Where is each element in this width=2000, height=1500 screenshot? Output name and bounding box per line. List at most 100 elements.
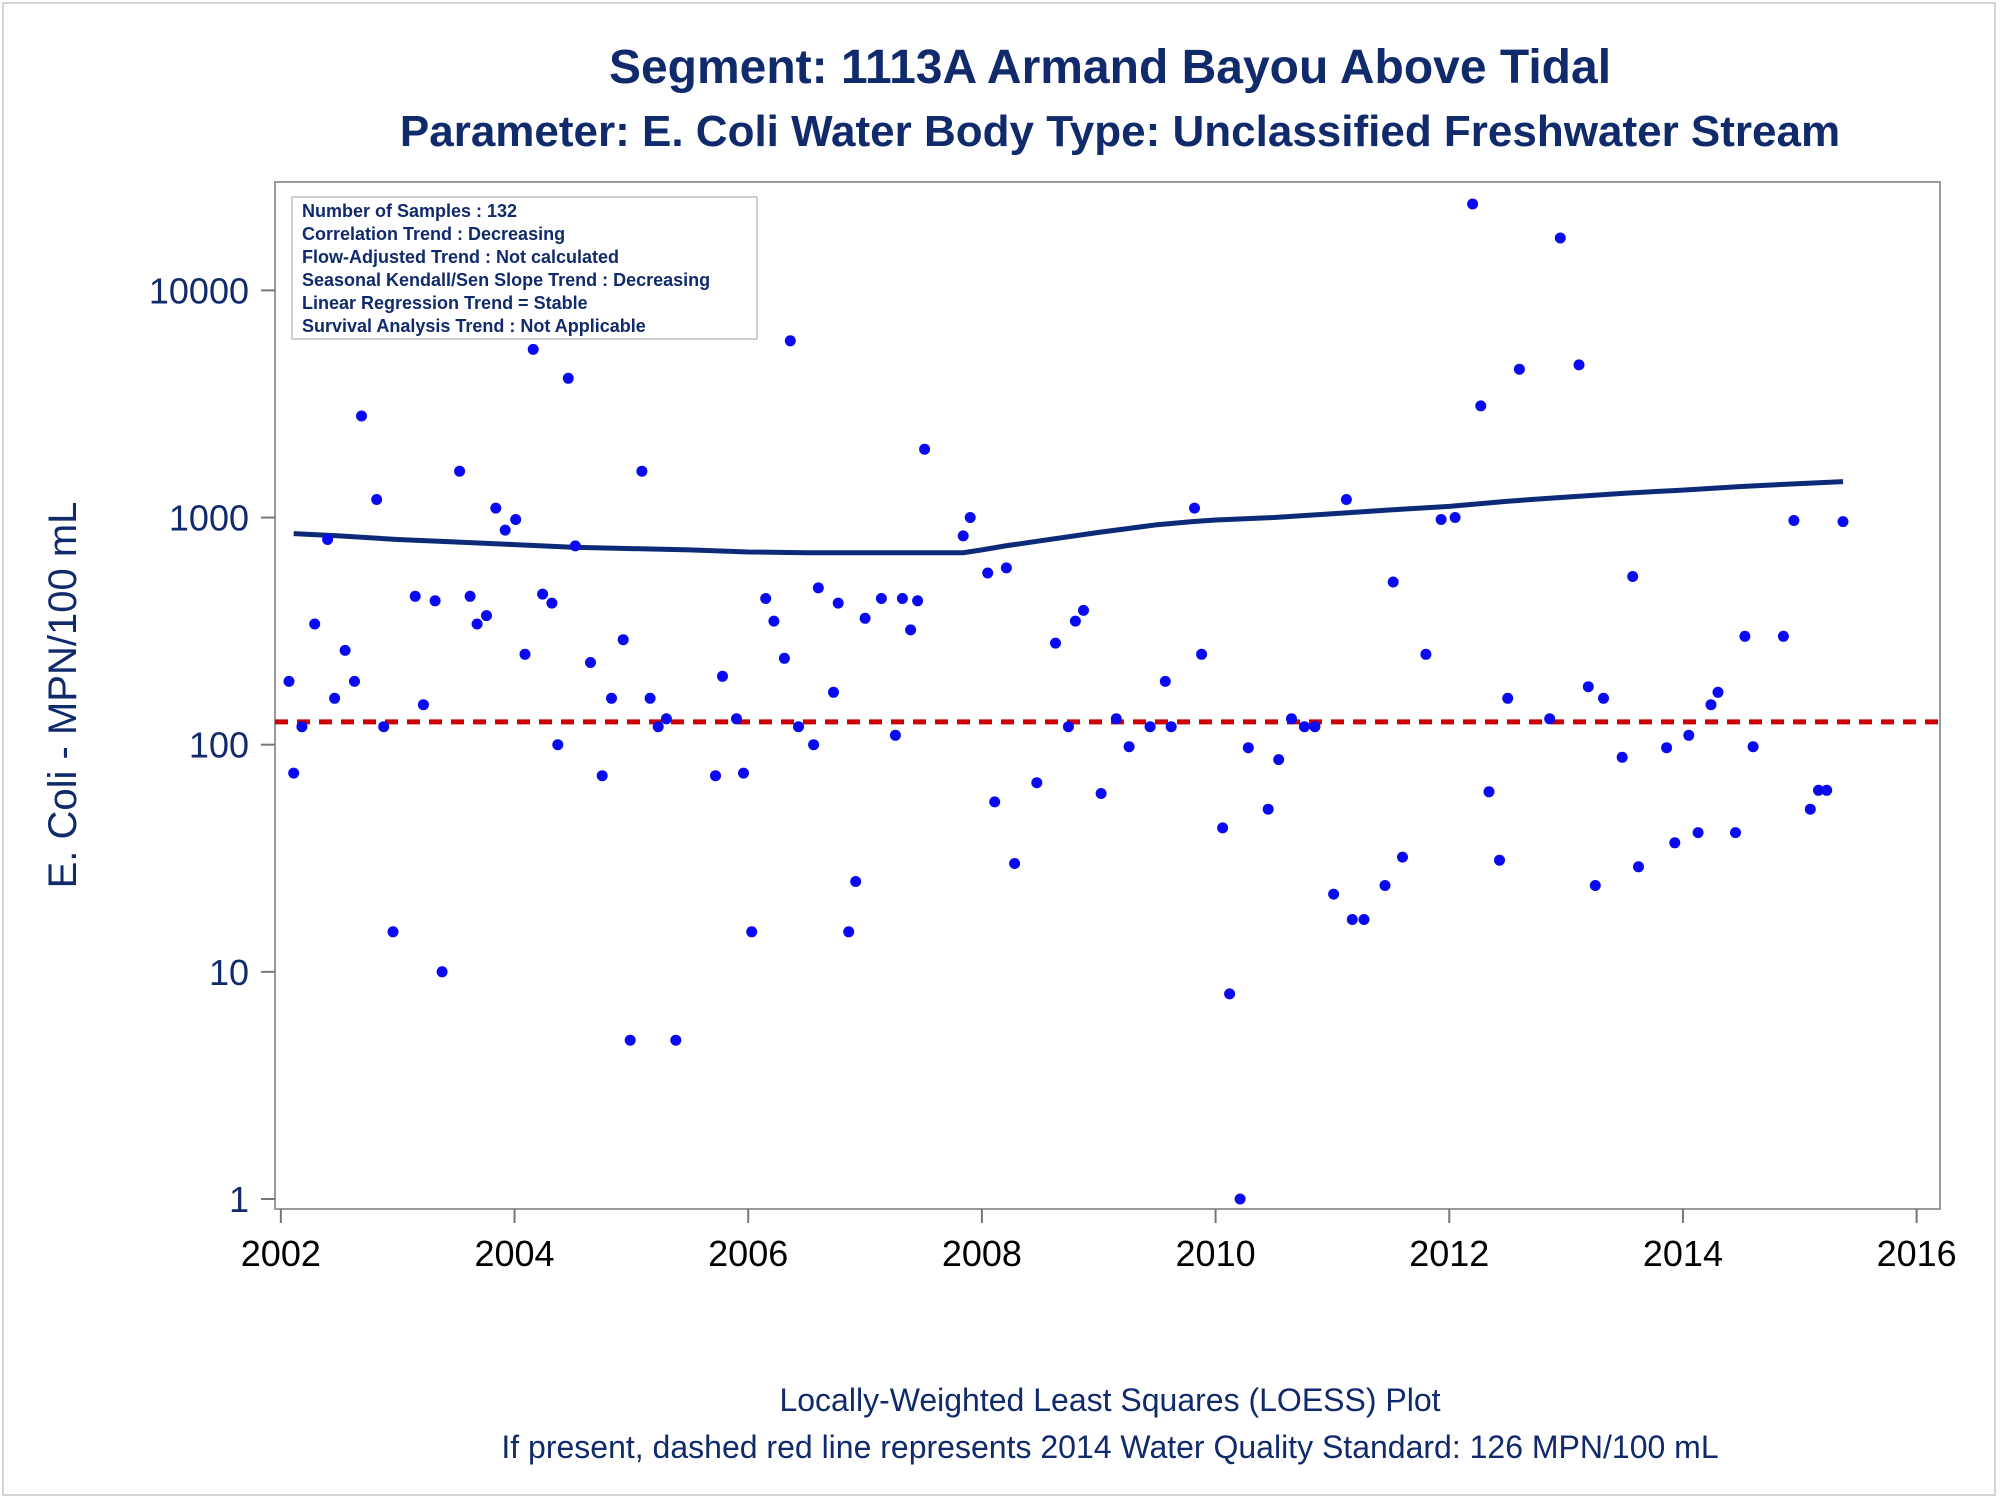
data-point xyxy=(1582,681,1594,693)
data-point xyxy=(738,767,749,779)
data-point xyxy=(1000,562,1012,574)
data-point xyxy=(471,618,483,630)
data-point xyxy=(1340,494,1352,505)
data-point xyxy=(1050,637,1061,649)
stats-line: Number of Samples : 132 xyxy=(302,201,517,221)
x-tick-label: 2008 xyxy=(942,1233,1022,1274)
data-point xyxy=(1616,751,1628,763)
data-point xyxy=(1502,692,1514,704)
y-axis: 1 10 100 1000 10000 xyxy=(149,270,275,1220)
data-point xyxy=(527,343,539,355)
data-point xyxy=(1573,359,1585,371)
stats-line: Correlation Trend : Decreasing xyxy=(302,224,565,244)
stats-line: Flow-Adjusted Trend : Not calculated xyxy=(302,247,619,267)
stats-line: Linear Regression Trend = Stable xyxy=(302,293,588,313)
data-point xyxy=(519,648,531,660)
data-point xyxy=(546,597,558,609)
data-point xyxy=(1683,729,1695,741)
data-point xyxy=(585,657,596,668)
data-point xyxy=(912,595,924,607)
stats-box: Number of Samples : 132 Correlation Tren… xyxy=(291,196,758,340)
data-point xyxy=(793,721,804,733)
y-tick-label: 1000 xyxy=(169,498,249,539)
data-point xyxy=(1078,604,1089,616)
data-point xyxy=(1123,741,1135,753)
data-point xyxy=(660,713,672,725)
stats-box-frame xyxy=(291,196,758,340)
data-point xyxy=(464,590,476,602)
x-tick-label: 2014 xyxy=(1643,1233,1723,1274)
footnote-loess: Locally-Weighted Least Squares (LOESS) P… xyxy=(779,1382,1440,1418)
data-point xyxy=(309,618,321,630)
data-point xyxy=(481,610,492,622)
data-point xyxy=(537,588,549,600)
data-point xyxy=(832,597,844,609)
data-point xyxy=(982,567,994,579)
data-point xyxy=(1589,880,1601,891)
data-point xyxy=(596,770,608,782)
data-point xyxy=(454,465,466,477)
data-point xyxy=(606,692,617,704)
x-tick-label: 2010 xyxy=(1176,1233,1256,1274)
data-point xyxy=(731,713,742,725)
data-point xyxy=(1627,571,1639,582)
data-point xyxy=(1788,515,1800,526)
data-point xyxy=(562,372,574,384)
data-point xyxy=(1633,861,1644,873)
data-point xyxy=(1544,713,1556,725)
data-point xyxy=(1397,851,1408,863)
data-point xyxy=(436,966,448,978)
data-point xyxy=(617,634,629,646)
data-point xyxy=(1730,827,1741,839)
data-point xyxy=(1144,721,1156,733)
data-point xyxy=(356,410,367,422)
data-point xyxy=(652,721,664,733)
data-point xyxy=(670,1034,682,1046)
data-point xyxy=(843,926,855,938)
data-point xyxy=(1069,615,1081,627)
data-point xyxy=(1262,803,1274,815)
data-point xyxy=(1435,514,1447,525)
data-point xyxy=(1712,686,1724,698)
data-point xyxy=(378,721,390,733)
data-point xyxy=(1467,198,1479,210)
data-point xyxy=(1661,742,1673,754)
data-point xyxy=(850,876,862,887)
data-point xyxy=(1420,648,1432,660)
data-point xyxy=(499,524,511,536)
data-point xyxy=(349,675,360,687)
footnote-standard: If present, dashed red line represents 2… xyxy=(501,1429,1718,1465)
data-point xyxy=(1234,1193,1246,1205)
data-point xyxy=(784,335,796,347)
data-point xyxy=(746,926,758,938)
y-tick-label: 1 xyxy=(229,1179,249,1220)
data-point xyxy=(1358,914,1370,925)
data-point xyxy=(828,686,839,698)
data-point xyxy=(1095,788,1107,799)
loess-trend-line xyxy=(293,479,1844,556)
data-point xyxy=(1224,988,1236,1000)
data-point xyxy=(989,796,1001,808)
data-point xyxy=(339,644,351,656)
data-point xyxy=(1286,713,1297,725)
data-point xyxy=(1449,512,1461,523)
data-point xyxy=(919,443,931,455)
data-point xyxy=(905,624,917,636)
y-axis-label: E. Coli - MPN/100 mL xyxy=(41,502,85,889)
data-point xyxy=(1837,516,1849,528)
data-point xyxy=(1554,232,1566,244)
data-point xyxy=(717,670,728,682)
data-point xyxy=(1598,692,1609,704)
data-point xyxy=(1705,699,1717,711)
data-point xyxy=(1242,742,1254,754)
data-point xyxy=(1189,502,1200,514)
data-point xyxy=(1483,786,1495,798)
data-point xyxy=(768,615,780,627)
data-point xyxy=(1110,713,1122,725)
data-point xyxy=(1813,784,1824,796)
data-point xyxy=(283,675,295,687)
data-point xyxy=(1669,837,1681,849)
data-point xyxy=(808,739,820,751)
plot-area xyxy=(274,181,1941,1210)
